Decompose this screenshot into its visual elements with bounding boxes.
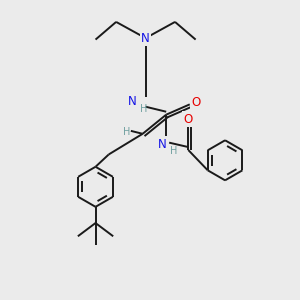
Text: N: N [128, 95, 137, 108]
Text: H: H [170, 146, 177, 157]
Text: H: H [140, 104, 147, 114]
Text: N: N [158, 138, 167, 151]
Text: O: O [191, 96, 200, 110]
Text: N: N [141, 32, 150, 45]
Text: O: O [184, 112, 193, 126]
Text: H: H [123, 127, 130, 137]
